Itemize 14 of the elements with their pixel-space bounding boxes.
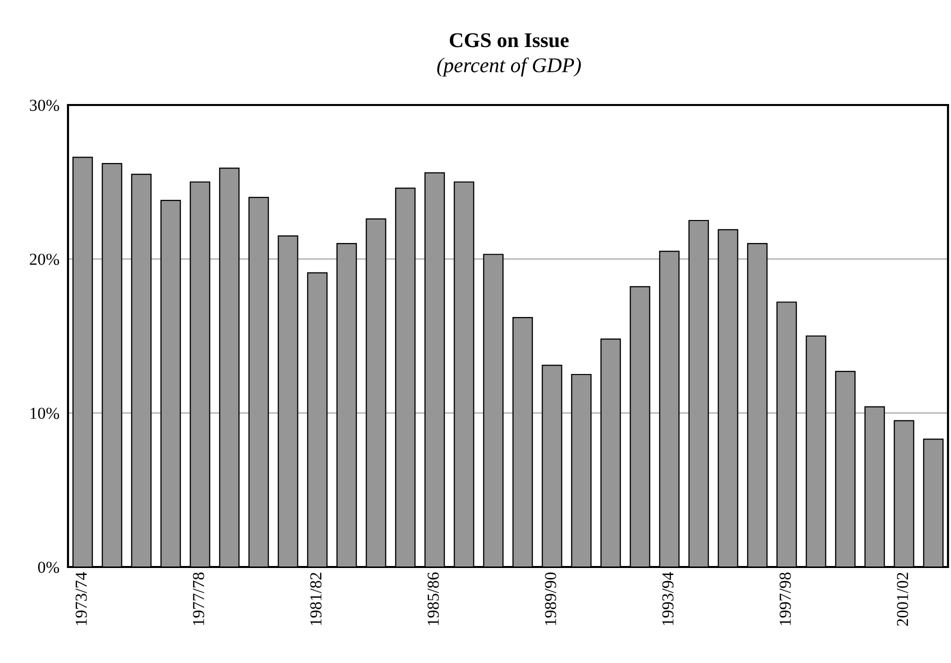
x-tick-label: 1973/74 [76, 572, 87, 626]
x-tick-label: 1985/86 [428, 572, 439, 626]
x-tick-label: 1993/94 [662, 572, 674, 626]
chart-title: CGS on Issue [450, 33, 569, 48]
x-tick-label: 2001/02 [896, 572, 908, 626]
y-tick-label: 10% [30, 408, 60, 419]
x-tick-label: 1997/98 [780, 572, 791, 626]
x-tick-label: 1981/82 [310, 572, 322, 626]
x-tick-label: 1977/78 [192, 572, 204, 626]
x-tick-label: 1989/90 [544, 572, 556, 626]
y-tick-label: 0% [38, 562, 60, 573]
chart-subtitle: (percent of GDP) [437, 57, 581, 77]
y-tick-label: 30% [30, 100, 60, 111]
y-tick-label: 20% [30, 254, 60, 265]
